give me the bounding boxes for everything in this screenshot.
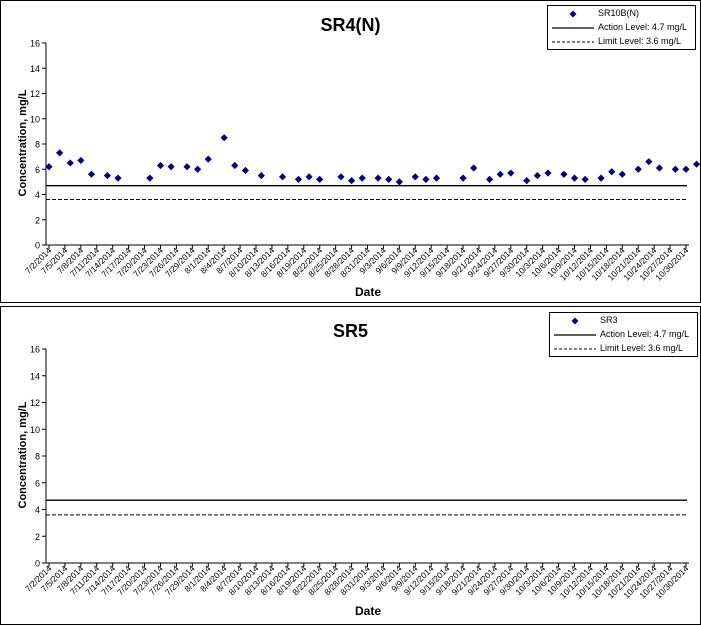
- dashed-line-icon: [554, 348, 596, 350]
- x-axis-label: Date: [354, 285, 381, 299]
- y-tick-label: 4: [35, 190, 40, 200]
- data-point: [103, 171, 111, 180]
- solid-line-icon: [552, 27, 594, 29]
- y-tick-label: 12: [30, 89, 40, 99]
- data-point: [523, 177, 531, 185]
- data-point: [114, 174, 122, 182]
- y-tick-label: 8: [35, 140, 40, 150]
- y-tick-label: 14: [30, 64, 40, 74]
- data-point: [459, 174, 467, 182]
- chart-plot-svg: 02468101214167/2/20147/5/20147/8/20147/1…: [23, 345, 691, 601]
- data-point: [385, 175, 393, 183]
- y-tick-label: 4: [35, 505, 40, 515]
- chart-legend: SR3 Action Level: 4.7 mg/L Limit Level: …: [549, 312, 698, 357]
- diamond-marker-icon: [571, 317, 579, 325]
- data-point: [496, 170, 504, 178]
- y-tick-label: 0: [35, 241, 40, 251]
- legend-item-series: SR10B(N): [548, 7, 695, 21]
- y-tick-label: 16: [30, 39, 40, 49]
- y-tick-label: 6: [35, 478, 40, 488]
- data-point: [374, 174, 382, 182]
- legend-label: SR10B(N): [598, 8, 640, 18]
- y-axis-label: Concentration, mg/L: [17, 89, 29, 197]
- data-point: [655, 164, 664, 172]
- legend-item-limit-level: Limit Level: 3.6 mg/L: [548, 35, 695, 49]
- chart-legend: SR10B(N) Action Level: 4.7 mg/L Limit Le…: [547, 5, 696, 50]
- y-tick-label: 8: [35, 452, 40, 462]
- data-point: [682, 165, 690, 173]
- data-point: [278, 173, 287, 181]
- data-point: [645, 158, 653, 166]
- data-point: [422, 175, 430, 183]
- legend-label: SR3: [600, 315, 618, 325]
- data-point: [183, 163, 191, 171]
- data-point: [347, 177, 356, 185]
- data-point: [66, 159, 74, 167]
- data-point: [597, 174, 605, 182]
- data-point: [671, 165, 679, 173]
- data-point: [533, 171, 541, 180]
- data-point: [634, 165, 642, 173]
- chart-title: SR4(N): [320, 15, 381, 35]
- diamond-marker-icon: [569, 10, 577, 18]
- y-tick-label: 16: [30, 345, 40, 355]
- data-point: [618, 170, 626, 178]
- x-axis-label: Date: [354, 604, 381, 618]
- legend-item-action-level: Action Level: 4.7 mg/L: [548, 21, 695, 35]
- data-point: [167, 163, 175, 171]
- data-point: [56, 149, 64, 157]
- data-point: [77, 156, 85, 165]
- legend-label: Limit Level: 3.6 mg/L: [600, 343, 684, 353]
- data-point: [337, 173, 345, 181]
- y-tick-label: 10: [30, 425, 40, 435]
- y-tick-label: 0: [35, 559, 40, 569]
- data-point: [305, 173, 313, 181]
- dashed-line-icon: [552, 41, 594, 43]
- y-tick-label: 14: [30, 371, 40, 381]
- y-tick-label: 10: [30, 114, 40, 124]
- data-point: [194, 165, 202, 173]
- legend-item-limit-level: Limit Level: 3.6 mg/L: [550, 342, 697, 356]
- data-point: [241, 166, 250, 175]
- data-point: [411, 173, 419, 181]
- y-tick-label: 2: [35, 215, 40, 225]
- legend-label: Action Level: 4.7 mg/L: [598, 22, 688, 32]
- data-point: [395, 178, 403, 186]
- solid-line-icon: [554, 334, 596, 336]
- legend-label: Action Level: 4.7 mg/L: [600, 329, 690, 339]
- chart-panel-sr4n: 0 2 4 6 8 10 12 14 16 7/2/2014 7/5/2014 7/8/2014 7/1…: [0, 0, 701, 303]
- data-point: [432, 174, 441, 182]
- data-point: [485, 175, 494, 183]
- data-point: [570, 174, 579, 182]
- chart-title: SR5: [332, 321, 368, 341]
- data-point: [316, 175, 324, 183]
- data-point: [204, 155, 212, 163]
- data-point: [560, 170, 568, 178]
- data-point: [608, 168, 616, 176]
- y-tick-label: 6: [35, 165, 40, 175]
- legend-label: Limit Level: 3.6 mg/L: [598, 36, 682, 46]
- legend-item-action-level: Action Level: 4.7 mg/L: [550, 328, 697, 342]
- data-point: [470, 164, 478, 172]
- data-point: [581, 175, 589, 183]
- data-point: [220, 134, 228, 142]
- data-point: [358, 174, 366, 182]
- data-point: [146, 174, 154, 182]
- data-point: [693, 160, 701, 168]
- data-point: [45, 163, 53, 171]
- data-point: [87, 170, 96, 178]
- y-axis-label: Concentration, mg/L: [17, 401, 29, 509]
- chart-panel-sr5: 0 2 4 6 8 10 12 14 16 7/2/2014 7/5/2014 7/8/2014 7/1…: [0, 306, 701, 625]
- data-point: [231, 161, 239, 170]
- data-point: [257, 171, 265, 180]
- data-point: [156, 161, 165, 170]
- data-point: [507, 169, 515, 177]
- y-tick-label: 12: [30, 398, 40, 408]
- chart-plot-svg: 02468101214167/2/20147/5/20147/8/20147/1…: [23, 39, 701, 282]
- legend-item-series: SR3: [550, 314, 697, 328]
- data-point: [544, 169, 552, 177]
- data-point: [294, 175, 303, 183]
- y-tick-label: 2: [35, 532, 40, 542]
